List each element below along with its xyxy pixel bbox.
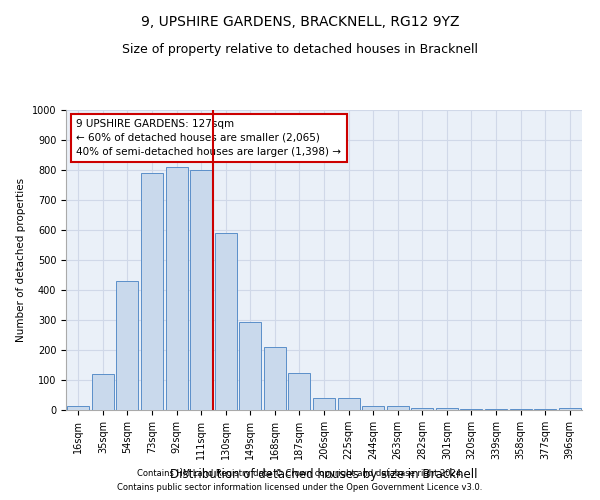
Bar bbox=[141, 173, 163, 410]
Text: Contains HM Land Registry data © Crown copyright and database right 2024.: Contains HM Land Registry data © Crown c… bbox=[137, 468, 463, 477]
Text: 9 UPSHIRE GARDENS: 127sqm
← 60% of detached houses are smaller (2,065)
40% of se: 9 UPSHIRE GARDENS: 127sqm ← 60% of detac… bbox=[76, 119, 341, 157]
Bar bbox=[534, 409, 556, 410]
Bar bbox=[289, 372, 310, 410]
Text: Contains public sector information licensed under the Open Government Licence v3: Contains public sector information licen… bbox=[118, 484, 482, 492]
Bar bbox=[362, 406, 384, 410]
Bar bbox=[67, 406, 89, 410]
Y-axis label: Number of detached properties: Number of detached properties bbox=[16, 178, 26, 342]
Bar bbox=[460, 408, 482, 410]
Bar bbox=[411, 408, 433, 410]
Bar bbox=[264, 347, 286, 410]
Bar bbox=[239, 322, 262, 410]
X-axis label: Distribution of detached houses by size in Bracknell: Distribution of detached houses by size … bbox=[170, 468, 478, 480]
Bar bbox=[313, 398, 335, 410]
Bar bbox=[215, 233, 237, 410]
Bar bbox=[116, 281, 139, 410]
Bar bbox=[338, 398, 359, 410]
Bar bbox=[166, 167, 188, 410]
Bar bbox=[92, 374, 114, 410]
Bar bbox=[559, 408, 581, 410]
Text: Size of property relative to detached houses in Bracknell: Size of property relative to detached ho… bbox=[122, 42, 478, 56]
Text: 9, UPSHIRE GARDENS, BRACKNELL, RG12 9YZ: 9, UPSHIRE GARDENS, BRACKNELL, RG12 9YZ bbox=[141, 15, 459, 29]
Bar bbox=[509, 409, 532, 410]
Bar bbox=[485, 408, 507, 410]
Bar bbox=[190, 170, 212, 410]
Bar bbox=[386, 406, 409, 410]
Bar bbox=[436, 408, 458, 410]
